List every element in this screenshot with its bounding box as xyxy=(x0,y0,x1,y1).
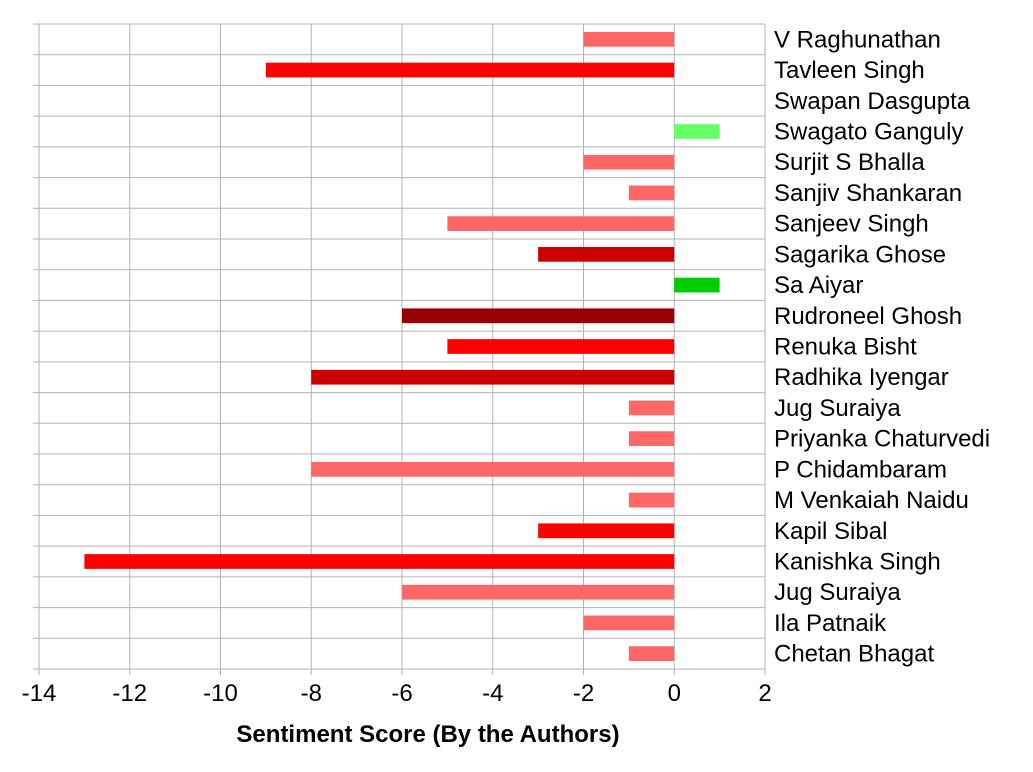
category-label: Jug Suraiya xyxy=(774,395,901,422)
bar xyxy=(311,369,675,385)
x-tick-label: -10 xyxy=(203,680,238,707)
bar xyxy=(265,62,675,78)
x-tick-label: -4 xyxy=(482,680,503,707)
x-tick-label: -6 xyxy=(391,680,412,707)
bar xyxy=(538,246,675,262)
bar xyxy=(538,523,675,539)
category-label: Ila Patnaik xyxy=(774,610,887,637)
bar xyxy=(628,431,675,447)
category-label: Sanjeev Singh xyxy=(774,211,929,238)
x-tick-label: -2 xyxy=(573,680,594,707)
category-label: Kapil Sibal xyxy=(774,518,887,545)
category-labels: V Raghunathan Tavleen Singh Swapan Dasgupt… xyxy=(774,26,990,667)
bar xyxy=(628,646,675,662)
bar xyxy=(583,31,675,47)
category-label: Rudroneel Ghosh xyxy=(774,303,962,330)
category-label: M Venkaiah Naidu xyxy=(774,487,969,514)
bar xyxy=(674,277,720,293)
bar xyxy=(447,339,675,354)
x-tick-label: -14 xyxy=(22,680,57,707)
category-label: P Chidambaram xyxy=(774,456,947,483)
category-label: Tavleen Singh xyxy=(774,57,925,84)
category-label: Surjit S Bhalla xyxy=(774,149,925,176)
grid-lines xyxy=(33,23,766,675)
category-label: Swapan Dasgupta xyxy=(774,88,971,115)
category-label: Sa Aiyar xyxy=(774,272,863,299)
bar xyxy=(402,584,675,600)
x-tick-label: -8 xyxy=(301,680,322,707)
category-label: V Raghunathan xyxy=(774,26,941,53)
x-tick-label: -12 xyxy=(112,680,147,707)
category-label: Sagarika Ghose xyxy=(774,241,946,268)
x-tick-labels: -14 -12 -10 -8 -6 -4 -2 0 2 xyxy=(22,680,772,707)
category-label: Swagato Ganguly xyxy=(774,119,963,146)
bar xyxy=(628,400,675,416)
category-label: Sanjiv Shankaran xyxy=(774,180,962,207)
bar xyxy=(311,461,675,477)
bar xyxy=(583,615,675,631)
x-tick-label: 2 xyxy=(758,680,771,707)
bar xyxy=(674,124,720,139)
x-tick-label: 0 xyxy=(668,680,681,707)
category-label: Radhika Iyengar xyxy=(774,364,949,391)
bar xyxy=(628,185,675,201)
bar xyxy=(628,492,675,508)
category-label: Chetan Bhagat xyxy=(774,641,934,668)
category-label: Renuka Bisht xyxy=(774,334,917,361)
category-label: Priyanka Chaturvedi xyxy=(774,426,990,453)
bar xyxy=(84,554,675,569)
category-label: Jug Suraiya xyxy=(774,579,901,606)
bar xyxy=(447,216,675,232)
x-axis-title: Sentiment Score (By the Authors) xyxy=(236,721,619,748)
bar xyxy=(583,154,675,170)
category-label: Kanishka Singh xyxy=(774,549,941,576)
bars xyxy=(84,31,720,662)
bar xyxy=(402,308,675,324)
